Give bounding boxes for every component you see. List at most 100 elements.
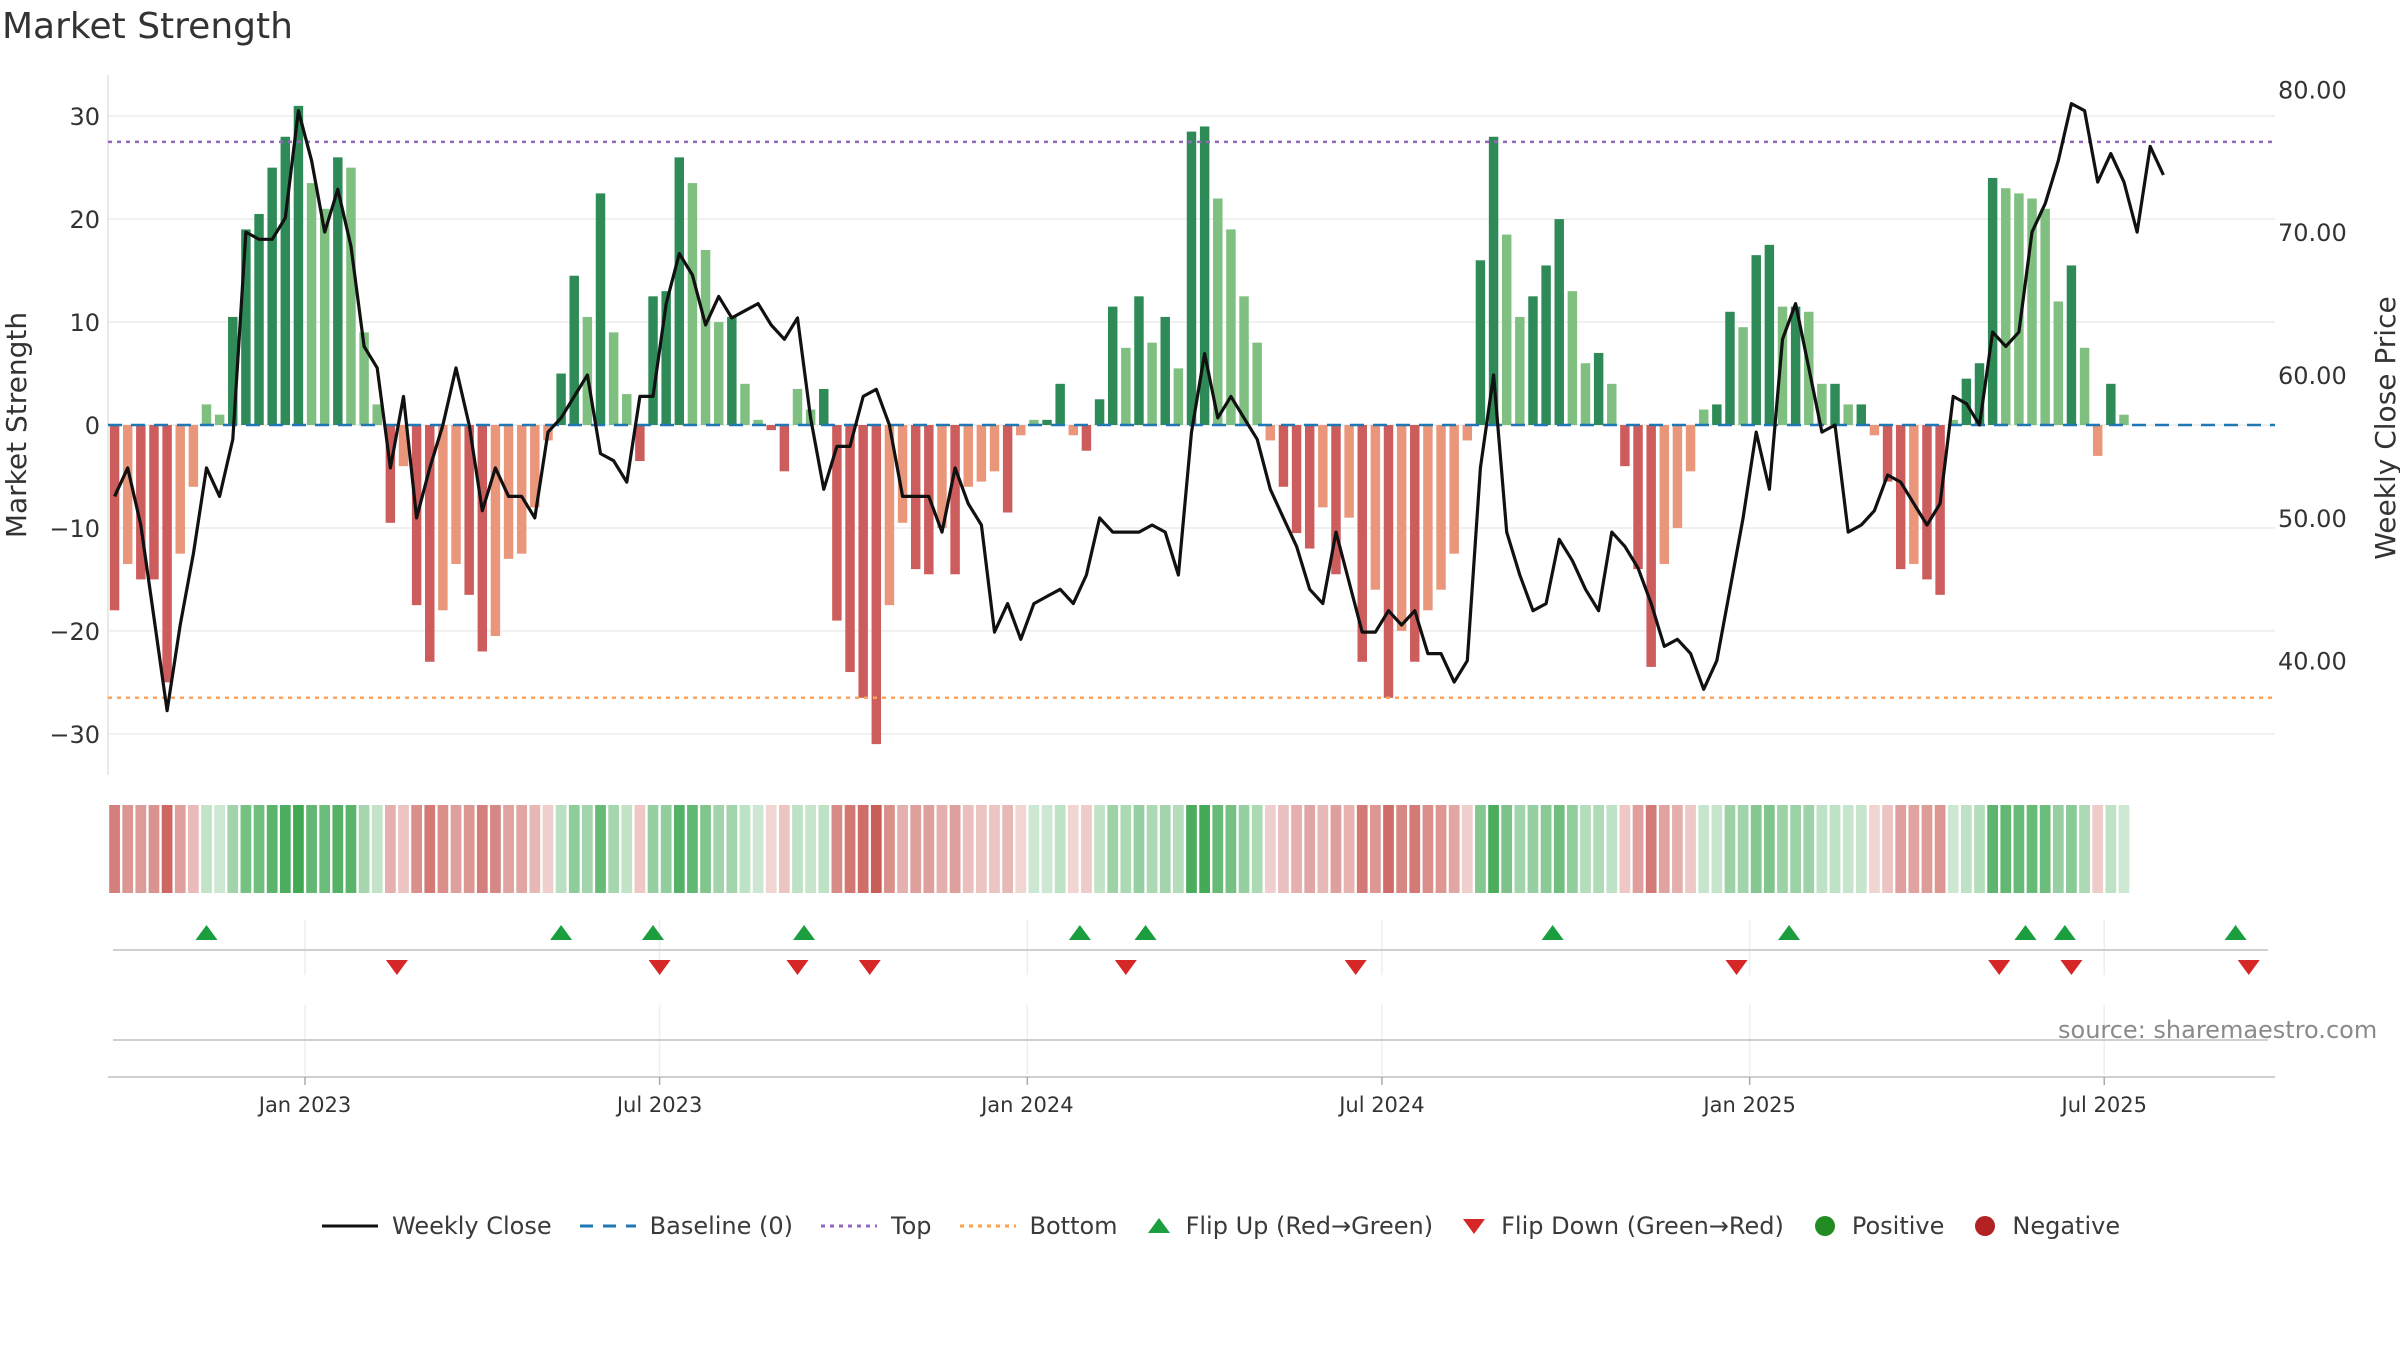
heatmap-cell	[1711, 805, 1723, 893]
y-left-tick-label: 30	[69, 103, 100, 131]
strength-bar	[884, 425, 895, 606]
flip-up-marker	[1778, 925, 1801, 940]
strength-bar	[1291, 425, 1302, 534]
strength-bar	[648, 296, 658, 425]
strength-bar	[1488, 136, 1499, 425]
y-left-tick-label: −20	[49, 618, 100, 646]
heatmap-cell	[936, 805, 948, 893]
strength-bar	[530, 425, 540, 508]
heatmap-cell	[1448, 805, 1460, 893]
heatmap-cell	[687, 805, 698, 893]
strength-bar	[2106, 383, 2116, 425]
strength-bar	[2001, 188, 2011, 425]
heatmap-cell	[1159, 805, 1171, 893]
heatmap-cell	[1028, 805, 1040, 893]
legend-label: Bottom	[1029, 1212, 1118, 1240]
strength-bar	[346, 167, 356, 425]
heatmap-cell	[1186, 805, 1197, 893]
strength-bar	[1410, 425, 1420, 662]
flip-up-marker	[550, 925, 573, 940]
legend-item: Weekly Close	[320, 1211, 552, 1241]
x-tick-label: Jul 2024	[1337, 1093, 1424, 1117]
heatmap-cell	[293, 805, 304, 893]
strength-bar	[950, 425, 960, 575]
heatmap-cell	[726, 805, 738, 893]
strength-bar	[214, 414, 225, 425]
strength-bar	[1213, 198, 1223, 425]
y-left-tick-label: 20	[69, 206, 100, 234]
heatmap-cell	[2013, 805, 2025, 893]
legend-item: Positive	[1810, 1211, 1944, 1241]
strength-bar	[1659, 425, 1670, 564]
heatmap-cell	[1842, 805, 1854, 893]
legend-symbol-icon	[579, 1224, 636, 1228]
strength-bar	[792, 388, 803, 425]
legend-symbol-icon	[959, 1224, 1016, 1228]
strength-bar	[1830, 383, 1840, 425]
heatmap-cell	[647, 805, 659, 893]
heatmap-cell	[437, 805, 449, 893]
weekly-close-line	[113, 101, 2165, 713]
strength-bar	[1357, 425, 1367, 662]
strength-bar	[2053, 301, 2064, 425]
heatmap-cell	[1278, 805, 1289, 893]
heatmap-cell	[1934, 805, 1946, 893]
strength-bar	[1226, 229, 1236, 425]
heatmap-cell	[148, 805, 160, 893]
heatmap-cell	[201, 805, 212, 893]
strength-bar	[477, 425, 488, 652]
flip-down-marker	[1114, 960, 1137, 975]
strength-bar	[319, 208, 330, 425]
strength-bar	[425, 425, 435, 662]
legend-symbol-icon	[1814, 1216, 1835, 1236]
strength-bar	[1016, 425, 1026, 436]
chart-legend: Weekly Close Baseline (0) Top Bottom Flip Up…	[320, 1208, 2146, 1244]
strength-bar	[1698, 409, 1709, 425]
heatmap-cell	[2079, 805, 2090, 893]
heatmap-cell	[188, 805, 199, 893]
strength-bar	[201, 404, 212, 425]
heatmap-cell	[1803, 805, 1815, 893]
heatmap-cell	[897, 805, 908, 893]
strength-bar	[740, 383, 750, 425]
strength-bar	[1436, 425, 1446, 590]
strength-bar	[1974, 363, 1985, 425]
heatmap-cell	[1317, 805, 1329, 893]
heatmap-cell	[2092, 805, 2104, 893]
heatmap-cell	[1895, 805, 1907, 893]
strength-bar	[438, 425, 448, 611]
heatmap-cell	[450, 805, 462, 893]
strength-bar	[1817, 383, 1827, 425]
heatmap-cell	[962, 805, 974, 893]
heatmap-cell	[884, 805, 895, 893]
strength-bar	[1869, 425, 1880, 436]
heatmap-cell	[1383, 805, 1394, 893]
strength-bar	[1738, 327, 1748, 425]
strength-bar	[122, 425, 133, 564]
strength-bar	[1909, 425, 1919, 564]
heatmap-cell	[463, 805, 475, 893]
heatmap-cell	[1475, 805, 1486, 893]
strength-bar	[1147, 342, 1157, 425]
heatmap-cell	[1961, 805, 1972, 893]
heatmap-cell	[1869, 805, 1880, 893]
heatmap-cell	[568, 805, 580, 893]
y-right-tick-label: 60.00	[2278, 362, 2347, 390]
heatmap-cell	[910, 805, 922, 893]
strength-bar	[897, 425, 908, 523]
strength-bar	[1764, 244, 1775, 425]
strength-bar	[556, 373, 566, 425]
strength-bar	[1239, 296, 1249, 425]
heatmap-cell	[805, 805, 816, 893]
legend-label: Negative	[2012, 1212, 2121, 1240]
heatmap-cell	[1698, 805, 1710, 893]
heatmap-cell	[608, 805, 619, 893]
strength-bar	[162, 425, 172, 683]
heatmap-cell	[1330, 805, 1342, 893]
heatmap-cell	[1777, 805, 1788, 893]
strength-bar	[1843, 404, 1853, 425]
heatmap-cell	[424, 805, 436, 893]
strength-bar	[976, 425, 987, 482]
heatmap-cell	[1238, 805, 1250, 893]
